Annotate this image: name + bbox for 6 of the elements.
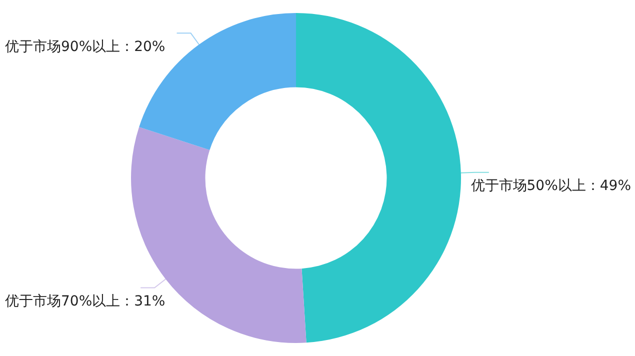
slice-label: 优于市场90%以上: [5, 38, 120, 55]
data-label: ：31%: [120, 293, 166, 310]
data-label: ：49%: [586, 178, 632, 194]
slice-label: 优于市场70%以上: [5, 293, 120, 310]
slice-label: 优于市场50%以上: [470, 178, 586, 194]
data-label: ：20%: [120, 38, 166, 55]
